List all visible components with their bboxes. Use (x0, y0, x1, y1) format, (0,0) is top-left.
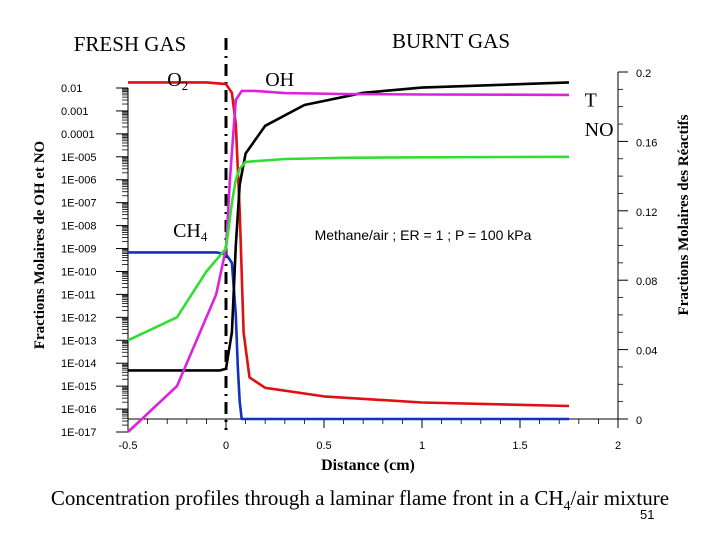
y-axis-right-title: Fractions Molaires des Réactifs (676, 114, 692, 315)
y-right-tick-label: 0 (636, 415, 642, 427)
page-number: 51 (640, 507, 655, 522)
y-right-tick-label: 0.12 (636, 207, 657, 219)
x-tick-label: 1.5 (512, 440, 527, 452)
y-left-tick-label: 1E-015 (61, 381, 96, 393)
x-axis-title: Distance (cm) (321, 457, 415, 474)
series-label-ch4: CH4 (173, 220, 208, 244)
x-tick-label: 2 (615, 440, 621, 452)
y-left-tick-label: 0.001 (61, 106, 89, 118)
y-right-tick-label: 0.16 (636, 137, 657, 149)
series-line-ch4 (128, 251, 569, 421)
x-tick-label: 0 (223, 440, 229, 452)
series-line-oh (127, 89, 570, 433)
caption-prefix: Concentration profiles through a laminar… (50, 486, 564, 510)
y-left-tick-label: 1E-009 (61, 244, 96, 256)
chart-axes: 1E-017 1E-016 1E-015 1E-014 1E-013 1E-012 1E-0… (61, 38, 657, 452)
y-left-tick-label: 1E-005 (61, 152, 96, 164)
slide-caption: Concentration profiles through a laminar… (0, 486, 720, 515)
series-label-oh: OH (265, 69, 294, 91)
y-left-tick-label: 1E-017 (61, 427, 96, 439)
y-left-tick-label: 1E-010 (61, 266, 96, 278)
x-tick-label: -0.5 (119, 440, 138, 452)
y-left-tick-label: 1E-006 (61, 175, 96, 187)
y-left-tick-label: 1E-011 (61, 289, 96, 301)
y-left-tick-label: 1E-008 (61, 221, 96, 233)
y-left-tick-label: 1E-016 (61, 404, 96, 416)
y-left-tick-label: 1E-007 (61, 198, 96, 210)
y-left-tick-label: 0.01 (61, 83, 82, 95)
series-line-o2 (128, 81, 570, 408)
y-left-tick-label: 1E-012 (61, 312, 96, 324)
burnt-gas-label: BURNT GAS (392, 29, 510, 53)
chart-series (127, 81, 570, 433)
series-line-no (127, 155, 570, 342)
series-label-o2: O2 (167, 69, 188, 93)
series-line-t (128, 81, 570, 372)
y-right-tick-label: 0.08 (636, 276, 657, 288)
series-labels: O2 OH T NO CH4 (167, 69, 613, 244)
condition-annotation: Methane/air ; ER = 1 ; P = 100 kPa (315, 227, 532, 243)
y-left-tick-label: 1E-014 (61, 358, 96, 370)
caption-suffix: /air mixture (570, 486, 670, 510)
fresh-gas-label: FRESH GAS (74, 32, 187, 56)
series-label-no: NO (585, 119, 614, 141)
series-label-t: T (585, 90, 597, 112)
y-right-tick-label: 0.04 (636, 346, 657, 358)
y-left-tick-label: 1E-013 (61, 335, 96, 347)
y-left-tick-label: 0.0001 (61, 129, 95, 141)
x-tick-label: 1 (419, 440, 425, 452)
y-axis-left-title: Fractions Molaires de OH et NO (32, 141, 48, 349)
y-right-tick-label: 0.2 (636, 68, 651, 80)
caption-subscript: 4 (563, 499, 571, 515)
x-tick-label: 0.5 (316, 440, 331, 452)
